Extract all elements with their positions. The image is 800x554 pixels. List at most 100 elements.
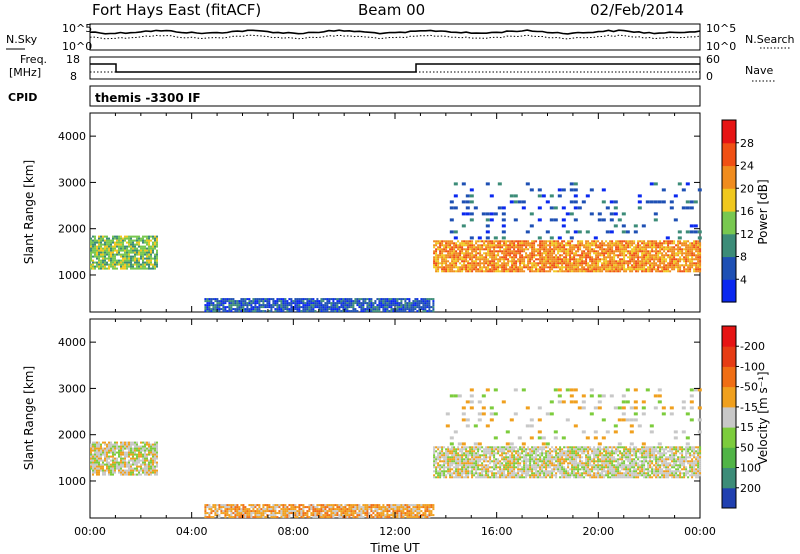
data-cell — [601, 456, 604, 459]
data-cell — [543, 246, 546, 249]
data-cell — [573, 462, 576, 465]
data-cell — [575, 450, 578, 453]
data-cell — [443, 458, 446, 461]
data-cell — [483, 458, 486, 461]
data-cell — [118, 245, 120, 248]
data-cell — [601, 464, 604, 467]
data-cell — [422, 302, 425, 305]
data-cell — [589, 456, 592, 459]
data-cell — [463, 476, 466, 479]
data-cell — [583, 260, 586, 263]
data-cell — [154, 451, 156, 454]
data-cell — [489, 242, 492, 245]
data-cell — [451, 246, 454, 249]
data-cell — [356, 310, 359, 313]
data-cell — [455, 264, 458, 267]
data-cell — [519, 464, 522, 467]
data-cell — [487, 464, 490, 467]
data-cell — [290, 308, 293, 311]
data-cell — [437, 458, 440, 461]
data-cell — [493, 454, 496, 457]
data-cell — [625, 260, 628, 263]
data-cell — [453, 258, 456, 261]
data-cell — [366, 302, 369, 305]
data-cell — [573, 264, 576, 267]
data-cell — [695, 258, 698, 261]
data-cell — [519, 458, 522, 461]
data-cell — [342, 310, 345, 313]
data-cell — [459, 468, 462, 471]
data-cell — [104, 469, 106, 472]
data-cell — [110, 463, 112, 466]
data-cell — [290, 298, 293, 301]
data-cell — [98, 259, 100, 262]
data-cell — [679, 246, 682, 249]
data-cell — [611, 242, 614, 245]
data-cell — [152, 245, 154, 248]
data-cell — [521, 242, 524, 245]
data-cell — [579, 448, 582, 451]
data-cell — [224, 306, 227, 309]
data-cell — [132, 245, 134, 248]
data-cell — [625, 246, 628, 249]
data-cell — [553, 218, 558, 222]
data-cell — [140, 265, 142, 268]
data-cell — [517, 266, 520, 269]
data-cell — [114, 447, 116, 450]
data-cell — [138, 241, 140, 244]
data-cell — [605, 448, 608, 451]
data-cell — [579, 462, 582, 465]
data-cell — [585, 194, 590, 198]
data-cell — [573, 474, 576, 477]
data-cell — [551, 456, 554, 459]
data-cell — [555, 454, 558, 457]
data-cell — [561, 246, 564, 249]
data-cell — [112, 443, 114, 446]
data-cell — [599, 242, 602, 245]
data-cell — [449, 200, 454, 204]
data-cell — [661, 266, 664, 269]
data-cell — [302, 310, 305, 313]
data-cell — [114, 235, 116, 238]
data-cell — [545, 256, 548, 259]
data-cell — [142, 267, 144, 270]
data-cell — [152, 263, 154, 266]
data-cell — [98, 441, 100, 444]
data-cell — [469, 194, 474, 198]
data-cell — [469, 212, 474, 216]
data-cell — [326, 298, 329, 301]
data-cell — [551, 254, 554, 257]
data-cell — [589, 462, 592, 465]
data-cell — [517, 452, 520, 455]
data-cell — [687, 252, 690, 255]
data-cell — [497, 262, 500, 265]
data-cell — [517, 252, 520, 255]
data-cell — [104, 253, 106, 256]
data-cell — [641, 224, 646, 228]
data-cell — [316, 306, 319, 309]
data-cell — [543, 266, 546, 269]
data-cell — [567, 454, 570, 457]
data-cell — [90, 447, 92, 450]
data-cell — [154, 445, 156, 448]
data-cell — [535, 452, 538, 455]
data-cell — [621, 224, 626, 228]
data-cell — [447, 454, 450, 457]
data-cell — [437, 268, 440, 271]
data-cell — [108, 237, 110, 240]
data-cell — [521, 474, 524, 477]
data-cell — [657, 268, 660, 271]
data-cell — [457, 456, 460, 459]
data-cell — [581, 468, 584, 471]
data-cell — [553, 270, 556, 273]
data-cell — [587, 458, 590, 461]
data-cell — [527, 474, 530, 477]
data-cell — [555, 460, 558, 463]
data-cell — [573, 188, 578, 192]
data-cell — [316, 304, 319, 307]
data-cell — [465, 476, 468, 479]
data-cell — [360, 298, 363, 301]
data-cell — [543, 256, 546, 259]
data-cell — [617, 254, 620, 257]
data-cell — [412, 306, 415, 309]
